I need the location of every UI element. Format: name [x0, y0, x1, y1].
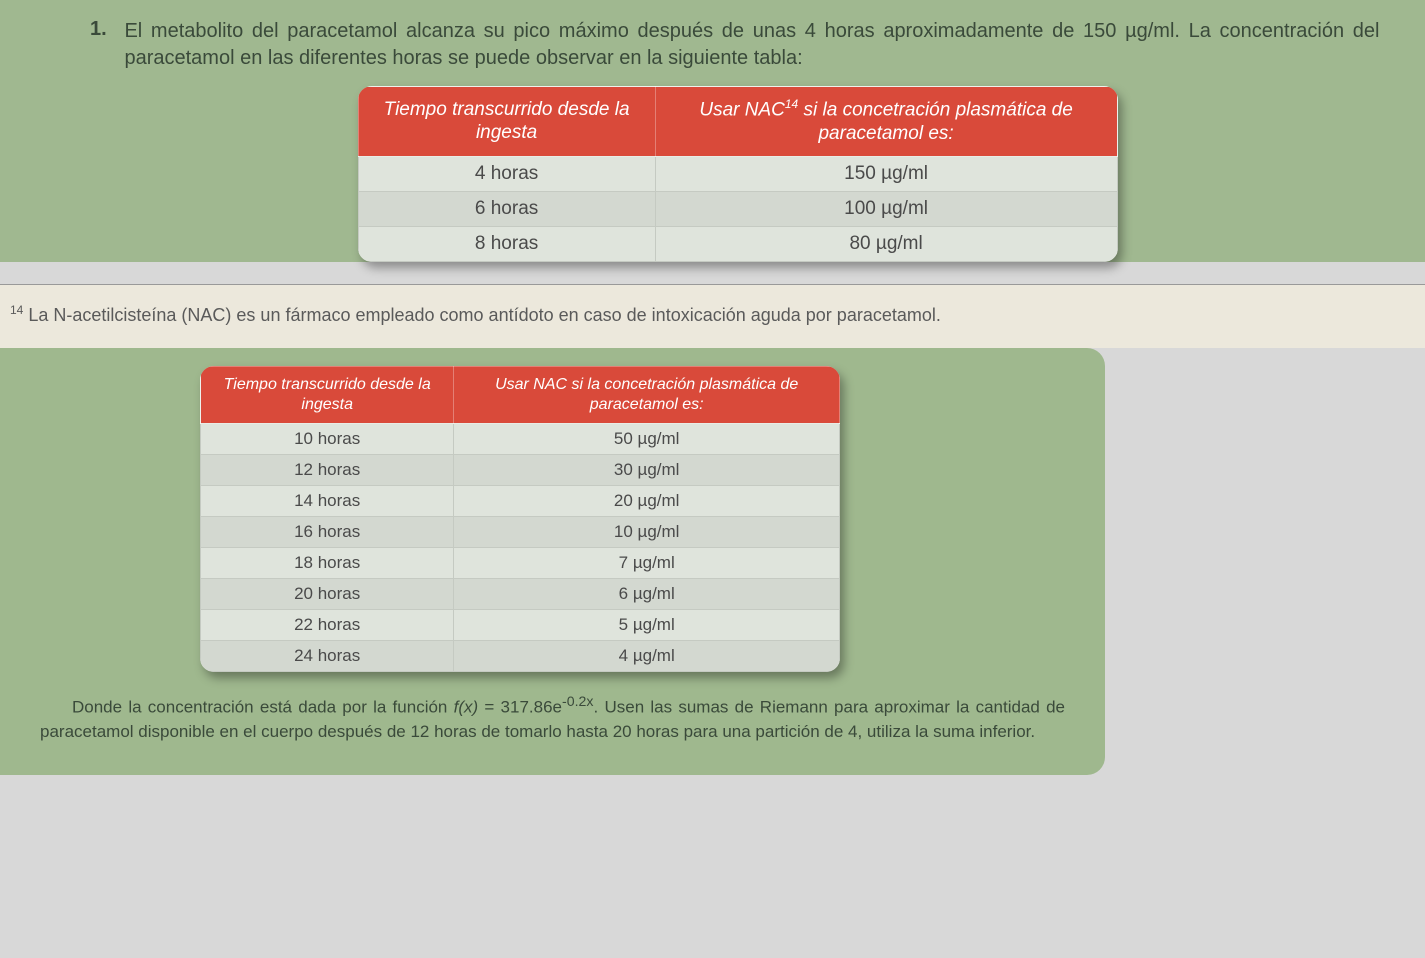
table1-header-left: Tiempo transcurrido desde la ingesta [358, 87, 655, 157]
table2-wrap: Tiempo transcurrido desde la ingesta Usa… [200, 366, 840, 672]
table-row: 24 horas4 µg/ml [201, 640, 840, 671]
t2-time-3: 16 horas [201, 516, 454, 547]
t2-conc-2: 20 µg/ml [454, 485, 840, 516]
table-row: 14 horas20 µg/ml [201, 485, 840, 516]
t2-conc-6: 5 µg/ml [454, 609, 840, 640]
t2-conc-1: 30 µg/ml [454, 454, 840, 485]
table1-header-right: Usar NAC14 si la concetración plasmática… [655, 87, 1117, 157]
t2-time-7: 24 horas [201, 640, 454, 671]
footnote-text: La N-acetilcisteína (NAC) es un fármaco … [23, 305, 941, 325]
t2-conc-7: 4 µg/ml [454, 640, 840, 671]
bp-fx: f(x) [454, 697, 479, 716]
bottom-section: Tiempo transcurrido desde la ingesta Usa… [0, 348, 1105, 775]
table1-wrap: Tiempo transcurrido desde la ingesta Usa… [358, 86, 1118, 262]
table-row: 18 horas7 µg/ml [201, 547, 840, 578]
table-row: 20 horas6 µg/ml [201, 578, 840, 609]
table-row: 8 horas 80 µg/ml [358, 226, 1117, 261]
t1-conc-2: 80 µg/ml [655, 226, 1117, 261]
t2-time-0: 10 horas [201, 423, 454, 454]
t1-hr-pre: Usar NAC [699, 99, 785, 120]
t2-time-2: 14 horas [201, 485, 454, 516]
t1-hr-post: si la concetración plasmática de paracet… [798, 99, 1073, 144]
table2-header-right: Usar NAC si la concetración plasmática d… [454, 366, 840, 423]
table-row: 4 horas 150 µg/ml [358, 156, 1117, 191]
table2-header-row: Tiempo transcurrido desde la ingesta Usa… [201, 366, 840, 423]
top-section: 1. El metabolito del paracetamol alcanza… [0, 0, 1425, 262]
table1-header-row: Tiempo transcurrido desde la ingesta Usa… [358, 87, 1117, 157]
bp-pre: Donde la concentración está dada por la … [72, 697, 454, 716]
bottom-paragraph: Donde la concentración está dada por la … [30, 692, 1075, 745]
t1-conc-0: 150 µg/ml [655, 156, 1117, 191]
table-row: 16 horas10 µg/ml [201, 516, 840, 547]
t1-time-1: 6 horas [358, 191, 655, 226]
t2-time-5: 20 horas [201, 578, 454, 609]
table2-header-left: Tiempo transcurrido desde la ingesta [201, 366, 454, 423]
t2-time-4: 18 horas [201, 547, 454, 578]
table-row: 12 horas30 µg/ml [201, 454, 840, 485]
table-row: 22 horas5 µg/ml [201, 609, 840, 640]
t2-conc-4: 7 µg/ml [454, 547, 840, 578]
t1-time-2: 8 horas [358, 226, 655, 261]
question-block: 1. El metabolito del paracetamol alcanza… [90, 18, 1385, 72]
t1-hr-sup: 14 [785, 97, 798, 111]
bp-eq: = 317.86e [478, 697, 562, 716]
t1-time-0: 4 horas [358, 156, 655, 191]
t2-time-1: 12 horas [201, 454, 454, 485]
footnote: 14 La N-acetilcisteína (NAC) es un fárma… [0, 284, 1425, 348]
t2-conc-0: 50 µg/ml [454, 423, 840, 454]
question-text: El metabolito del paracetamol alcanza su… [124, 18, 1379, 72]
t2-time-6: 22 horas [201, 609, 454, 640]
table-row: 6 horas 100 µg/ml [358, 191, 1117, 226]
footnote-sup: 14 [10, 303, 23, 317]
t2-conc-5: 6 µg/ml [454, 578, 840, 609]
t2-conc-3: 10 µg/ml [454, 516, 840, 547]
table1: Tiempo transcurrido desde la ingesta Usa… [358, 86, 1118, 262]
t1-conc-1: 100 µg/ml [655, 191, 1117, 226]
table-row: 10 horas50 µg/ml [201, 423, 840, 454]
question-number: 1. [90, 18, 120, 41]
table2: Tiempo transcurrido desde la ingesta Usa… [200, 366, 840, 672]
bp-exp: -0.2x [562, 694, 593, 710]
